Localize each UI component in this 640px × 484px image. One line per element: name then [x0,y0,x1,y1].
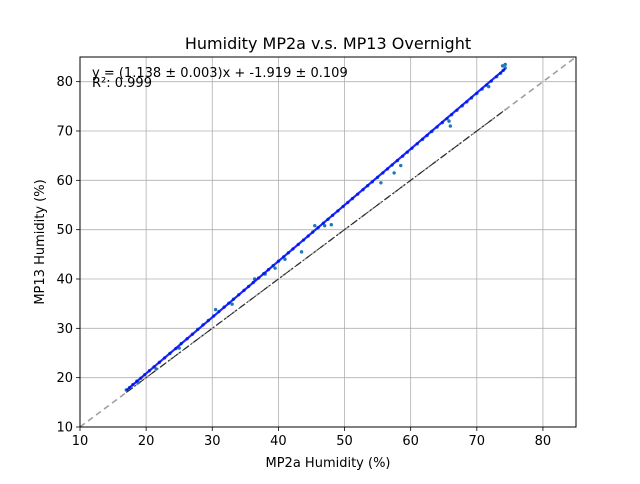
fit-line [125,67,506,392]
data-point [213,307,218,312]
data-point [447,119,451,123]
x-axis-ticks: 10 20 30 40 50 60 70 80 [72,427,551,449]
x-tick-label: 80 [535,434,552,449]
y-tick-label: 40 [56,273,73,288]
r-squared: R²: 0.999 [92,76,152,91]
y-tick-label: 50 [56,223,73,238]
y-tick-label: 20 [56,371,73,386]
data-point [283,257,287,261]
plot-frame [79,56,577,428]
reference-line-segment [125,109,506,393]
y-tick-label: 70 [56,125,73,140]
data-point [448,124,453,128]
y-axis-label: MP13 Humidity (%) [33,179,48,304]
grid [80,57,576,427]
x-tick-label: 50 [336,434,353,449]
chart-title: Humidity MP2a v.s. MP13 Overnight [185,34,471,53]
x-tick-label: 70 [469,434,486,449]
y-tick-label: 10 [56,421,73,436]
x-tick-label: 40 [270,434,287,449]
data-point [500,64,505,68]
data-point [154,367,158,371]
y-tick-label: 80 [56,75,73,90]
x-tick-label: 20 [138,434,155,449]
x-tick-label: 30 [204,434,221,449]
data-point [313,224,317,228]
data-point [487,84,491,89]
data-point [273,266,277,270]
data-point [230,302,234,306]
data-point [503,62,507,67]
x-tick-label: 10 [72,434,89,449]
data-point [299,250,304,254]
data-point [329,223,334,227]
y-tick-label: 30 [56,322,73,337]
data-point [392,171,396,175]
data-point [399,163,403,168]
y-tick-label: 60 [56,174,73,189]
y-axis-ticks: 10 20 30 40 50 60 70 80 [56,75,80,436]
reference-line [125,109,506,393]
data-point [379,181,383,185]
x-axis-label: MP2a Humidity (%) [266,456,391,471]
x-tick-label: 60 [402,434,419,449]
fit-equation: y = (1.138 ± 0.003)x + -1.919 ± 0.109 [92,66,348,81]
fit-line-segment [125,67,506,392]
data-point [322,224,327,228]
